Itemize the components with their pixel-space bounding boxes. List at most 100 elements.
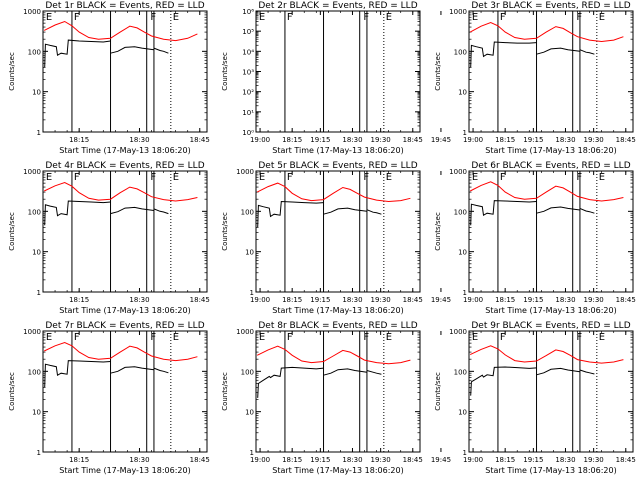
- x-tick-label: 18:15: [69, 136, 89, 144]
- y-tick-label: 100: [454, 208, 467, 216]
- y-tick-label: 1000: [449, 8, 467, 16]
- panel-det2: Det 2r BLACK = Events, RED = LLD Start Ti…: [221, 1, 604, 155]
- y-tick-label: 10³: [242, 69, 254, 77]
- lld-series-line: [469, 181, 624, 202]
- x-tick-label: 18:45: [403, 456, 423, 464]
- y-tick-label: 10: [32, 89, 41, 97]
- chart-title: Det 1r BLACK = Events, RED = LLD: [45, 1, 204, 11]
- plot-frame: [255, 170, 421, 293]
- events-series-line: [153, 367, 169, 374]
- y-tick-label: 10: [245, 249, 254, 257]
- y-axis-label: Counts/sec: [8, 212, 16, 251]
- events-series-line: [110, 206, 154, 215]
- flag-label: E: [599, 172, 605, 183]
- flag-label: F: [500, 172, 506, 183]
- chart-title: Det 6r BLACK = Events, RED = LLD: [471, 161, 630, 171]
- events-series-line: [323, 368, 367, 376]
- x-tick-label: 19:00: [463, 136, 483, 144]
- y-tick-label: 10¹: [242, 109, 254, 117]
- chart-title: Det 2r BLACK = Events, RED = LLD: [258, 1, 417, 11]
- plot-frame: [255, 10, 421, 133]
- y-axis-label: Counts/sec: [434, 372, 442, 411]
- events-series-line: [536, 367, 580, 376]
- x-tick-label: 18:30: [342, 296, 362, 304]
- chart-title: Det 4r BLACK = Events, RED = LLD: [45, 161, 204, 171]
- flag-label: E: [173, 172, 179, 183]
- y-tick-label: 1: [37, 129, 41, 137]
- events-series-line: [579, 49, 595, 55]
- flag-label: F: [576, 332, 582, 343]
- y-tick-label: 100: [454, 48, 467, 56]
- lld-series-line: [43, 181, 198, 202]
- x-tick-label: 18:45: [190, 456, 210, 464]
- flag-label: F: [363, 172, 369, 183]
- flag-label: F: [363, 332, 369, 343]
- y-tick-label: 100: [241, 208, 254, 216]
- plot-frame: [42, 10, 208, 133]
- y-tick-label: 10: [458, 89, 467, 97]
- plot-frame: [468, 170, 634, 293]
- x-tick-label: 19:45: [431, 456, 451, 464]
- events-series-line: [257, 366, 324, 398]
- x-tick-label: 19:00: [250, 456, 270, 464]
- x-tick-label: 18:45: [616, 136, 636, 144]
- x-tick-label: 18:15: [69, 456, 89, 464]
- chart-title: Det 5r BLACK = Events, RED = LLD: [258, 161, 417, 171]
- x-tick-label: 19:15: [523, 456, 543, 464]
- x-axis-label: Start Time (17-May-13 18:06:20): [272, 306, 403, 315]
- y-tick-label: 10: [32, 249, 41, 257]
- x-tick-label: 19:30: [584, 296, 604, 304]
- x-tick-label: 19:00: [463, 456, 483, 464]
- flag-label: F: [287, 332, 293, 343]
- plot-frame: [42, 170, 208, 293]
- x-axis-label: Start Time (17-May-13 18:06:20): [59, 306, 190, 315]
- x-tick-label: 18:15: [69, 296, 89, 304]
- lld-series-line: [469, 21, 624, 43]
- x-tick-label: 19:15: [523, 296, 543, 304]
- chart-title: Det 3r BLACK = Events, RED = LLD: [471, 1, 630, 11]
- events-series-line: [579, 207, 595, 214]
- panel-det1: Det 1r BLACK = Events, RED = LLD Start Ti…: [8, 1, 451, 155]
- x-axis-label: Start Time (17-May-13 18:06:20): [59, 466, 190, 475]
- x-tick-label: 19:15: [310, 456, 330, 464]
- x-tick-label: 18:15: [495, 296, 515, 304]
- x-tick-label: 18:45: [190, 136, 210, 144]
- x-tick-label: 18:30: [555, 456, 575, 464]
- events-series-line: [470, 41, 537, 68]
- chart-title: Det 7r BLACK = Events, RED = LLD: [45, 321, 204, 331]
- events-series-line: [153, 47, 169, 54]
- y-tick-label: 10: [458, 409, 467, 417]
- events-series-line: [470, 200, 537, 226]
- events-series-line: [536, 206, 580, 214]
- y-tick-label: 1000: [23, 168, 41, 176]
- events-series-line: [110, 366, 154, 374]
- panel-det9: Det 9r BLACK = Events, RED = LLD Start Ti…: [434, 321, 636, 475]
- y-tick-label: 10⁶: [242, 8, 254, 16]
- panel-det7: Det 7r BLACK = Events, RED = LLD Start Ti…: [8, 321, 451, 475]
- flag-label: E: [386, 332, 392, 343]
- x-tick-label: 19:45: [431, 296, 451, 304]
- x-tick-label: 18:15: [282, 296, 302, 304]
- y-axis-label: Counts/sec: [221, 52, 229, 91]
- x-tick-label: 19:00: [250, 136, 270, 144]
- y-tick-label: 1000: [23, 328, 41, 336]
- x-tick-label: 19:15: [310, 296, 330, 304]
- events-series-line: [110, 46, 154, 54]
- events-series-line: [470, 366, 537, 396]
- x-tick-label: 18:15: [495, 456, 515, 464]
- x-tick-label: 18:30: [555, 136, 575, 144]
- events-series-line: [323, 207, 367, 215]
- y-tick-label: 1: [463, 129, 467, 137]
- lld-series-line: [43, 20, 198, 42]
- y-tick-label: 100: [28, 208, 41, 216]
- x-tick-label: 19:00: [250, 296, 270, 304]
- y-tick-label: 1000: [449, 328, 467, 336]
- flag-label: F: [74, 332, 80, 343]
- x-tick-label: 18:15: [495, 136, 515, 144]
- x-tick-label: 19:15: [310, 136, 330, 144]
- flag-label: F: [150, 332, 156, 343]
- y-tick-label: 1: [37, 449, 41, 457]
- plot-frame: [468, 330, 634, 453]
